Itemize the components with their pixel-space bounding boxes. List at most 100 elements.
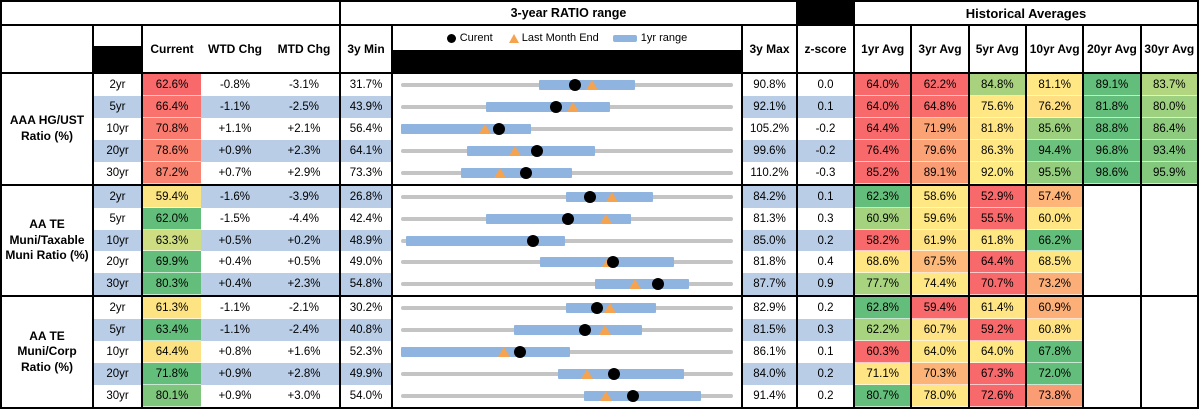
one-year-range-bar (514, 325, 643, 336)
group-label: AA TE Muni/Corp Ratio (%) (2, 297, 92, 408)
last-month-end-triangle (604, 303, 617, 314)
table-row: 2yr 59.4% -1.6% -3.9% 26.8% 84.2% 0.1 62.3% 58.6… (94, 185, 1197, 208)
3y-min-cell: 54.8% (341, 273, 391, 296)
avg-1yr-cell: 71.1% (855, 363, 911, 386)
3y-min-cell: 56.4% (341, 117, 391, 140)
wtd-chg-cell: -1.6% (201, 185, 269, 208)
wtd-chg-cell: +0.9% (201, 139, 269, 162)
3y-min-cell: 49.0% (341, 251, 391, 274)
avg-20yr-cell: 98.6% (1084, 161, 1140, 184)
range-chart (393, 161, 741, 184)
wtd-chg-cell: +0.7% (201, 161, 269, 184)
current-dot (520, 166, 533, 179)
avg-5yr-cell: 84.8% (969, 74, 1025, 96)
3y-min-cell: 40.8% (341, 319, 391, 342)
avg-5yr-cell: 67.3% (969, 363, 1025, 386)
3y-max-cell: 81.5% (743, 319, 796, 342)
z-score-cell: 0.9 (798, 273, 853, 296)
current-dot (579, 324, 592, 337)
avg-10yr-cell: 57.4% (1026, 185, 1083, 208)
range-chart (393, 117, 741, 140)
avg-1yr-cell: 62.3% (855, 185, 911, 208)
avg-30yr-empty-cell (1141, 185, 1197, 208)
mtd-chg-cell: -2.4% (269, 319, 339, 342)
ratio-group: AA TE Muni/Taxable Muni Ratio (%) 2yr 59.4… (2, 185, 1197, 296)
mtd-chg-cell: +2.9% (269, 161, 339, 184)
current-dot (652, 278, 665, 291)
avg-5yr-cell: 55.5% (969, 207, 1025, 230)
avg-30yr-empty-cell (1141, 319, 1197, 342)
current-dot (626, 390, 639, 403)
tenor-label: 2yr (94, 297, 141, 320)
current-value-cell: 63.3% (143, 229, 201, 252)
avg-3yr-cell: 89.1% (912, 161, 968, 184)
avg-1yr-cell: 60.3% (855, 341, 911, 364)
current-value-cell: 64.4% (143, 341, 201, 364)
mtd-chg-cell: -2.5% (269, 95, 339, 118)
table-row: 5yr 66.4% -1.1% -2.5% 43.9% 92.1% 0.1 64.0% 64.8… (94, 95, 1197, 118)
avg-1yr-cell: 64.0% (855, 74, 911, 96)
value-columns-header: Current WTD Chg MTD Chg (143, 26, 339, 72)
avg-5yr-cell: 81.8% (969, 117, 1025, 140)
avg-3yr-cell: 67.5% (912, 251, 968, 274)
avg-10yr-cell: 66.2% (1026, 229, 1083, 252)
avg-20yr-empty-cell (1084, 251, 1140, 274)
legend-1yr-range-bar-icon (612, 34, 637, 42)
avg-10yr-cell: 68.5% (1026, 251, 1083, 274)
one-year-range-bar (557, 369, 685, 380)
wtd-chg-cell: +0.8% (201, 341, 269, 364)
last-month-end-triangle (599, 213, 612, 224)
table-row: 30yr 80.3% +0.4% +2.3% 54.8% 87.7% 0.9 77.7% 74.… (94, 273, 1197, 296)
range-chart (393, 185, 741, 208)
avg-3yr-cell: 64.0% (912, 341, 968, 364)
avg-3yr-cell: 59.6% (912, 207, 968, 230)
z-score-cell: 0.2 (798, 297, 853, 320)
legend-current-label: Curent (459, 32, 493, 44)
last-month-end-triangle (567, 101, 580, 112)
table-row: 10yr 63.3% +0.5% +0.2% 48.9% 85.0% 0.2 58.2% 61.… (94, 229, 1197, 252)
current-value-cell: 80.3% (143, 273, 201, 296)
table-row: 20yr 78.6% +0.9% +2.3% 64.1% 99.6% -0.2 76.4% 79… (94, 139, 1197, 162)
avg-10yr-cell: 95.5% (1026, 161, 1083, 184)
wtd-chg-cell: +0.5% (201, 229, 269, 252)
table-row: 20yr 71.8% +0.9% +2.8% 49.9% 84.0% 0.2 71.1% 70.… (94, 363, 1197, 386)
table-row: 10yr 70.8% +1.1% +2.1% 56.4% 105.2% -0.2 64.4% 7… (94, 117, 1197, 140)
avg-5yr-cell: 70.7% (969, 273, 1025, 296)
current-dot (590, 302, 603, 315)
avg-20yr-empty-cell (1084, 385, 1140, 408)
z-score-cell: 0.4 (798, 251, 853, 274)
wtd-chg-cell: -1.1% (201, 297, 269, 320)
current-dot (550, 100, 562, 113)
avg-3yr-cell: 60.7% (912, 319, 968, 342)
avg-10yr-cell: 60.9% (1026, 297, 1083, 320)
avg-1yr-cell: 80.7% (855, 385, 911, 408)
z-score-cell: 0.2 (798, 229, 853, 252)
header-band-top: 3-year RATIO range Historical Averages (2, 2, 1197, 24)
avg-5yr-cell: 64.4% (969, 251, 1025, 274)
avg-20yr-empty-cell (1084, 185, 1140, 208)
avg-5yr-cell: 72.6% (969, 385, 1025, 408)
mtd-chg-cell: +2.1% (269, 117, 339, 140)
current-value-cell: 66.4% (143, 95, 201, 118)
avg-1yr-cell: 77.7% (855, 273, 911, 296)
tenor-column-header (94, 26, 141, 72)
z-score-cell: -0.3 (798, 161, 853, 184)
avg-1yr-cell: 64.0% (855, 95, 911, 118)
one-year-range-bar (461, 167, 572, 178)
avg-5yr-cell: 64.0% (969, 341, 1025, 364)
avg-20yr-empty-cell (1084, 319, 1140, 342)
avg-20yr-cell: 96.8% (1084, 139, 1140, 162)
historical-averages-title: Historical Averages (855, 2, 1197, 24)
avg-30yr-empty-cell (1141, 297, 1197, 320)
one-year-range-bar (583, 391, 702, 402)
table-row: 5yr 62.0% -1.5% -4.4% 42.4% 81.3% 0.3 60.9% 59.6… (94, 207, 1197, 230)
avg-10yr-cell: 81.1% (1026, 74, 1083, 96)
avg-5yr-cell: 61.4% (969, 297, 1025, 320)
wtd-chg-column-header: WTD Chg (201, 26, 269, 72)
avg-20yr-empty-cell (1084, 229, 1140, 252)
current-dot (583, 190, 596, 203)
current-column-header: Current (143, 26, 201, 72)
header-top-gap (798, 2, 853, 24)
z-score-column-header: z-score (798, 26, 853, 72)
avg-3yr-cell: 74.4% (912, 273, 968, 296)
